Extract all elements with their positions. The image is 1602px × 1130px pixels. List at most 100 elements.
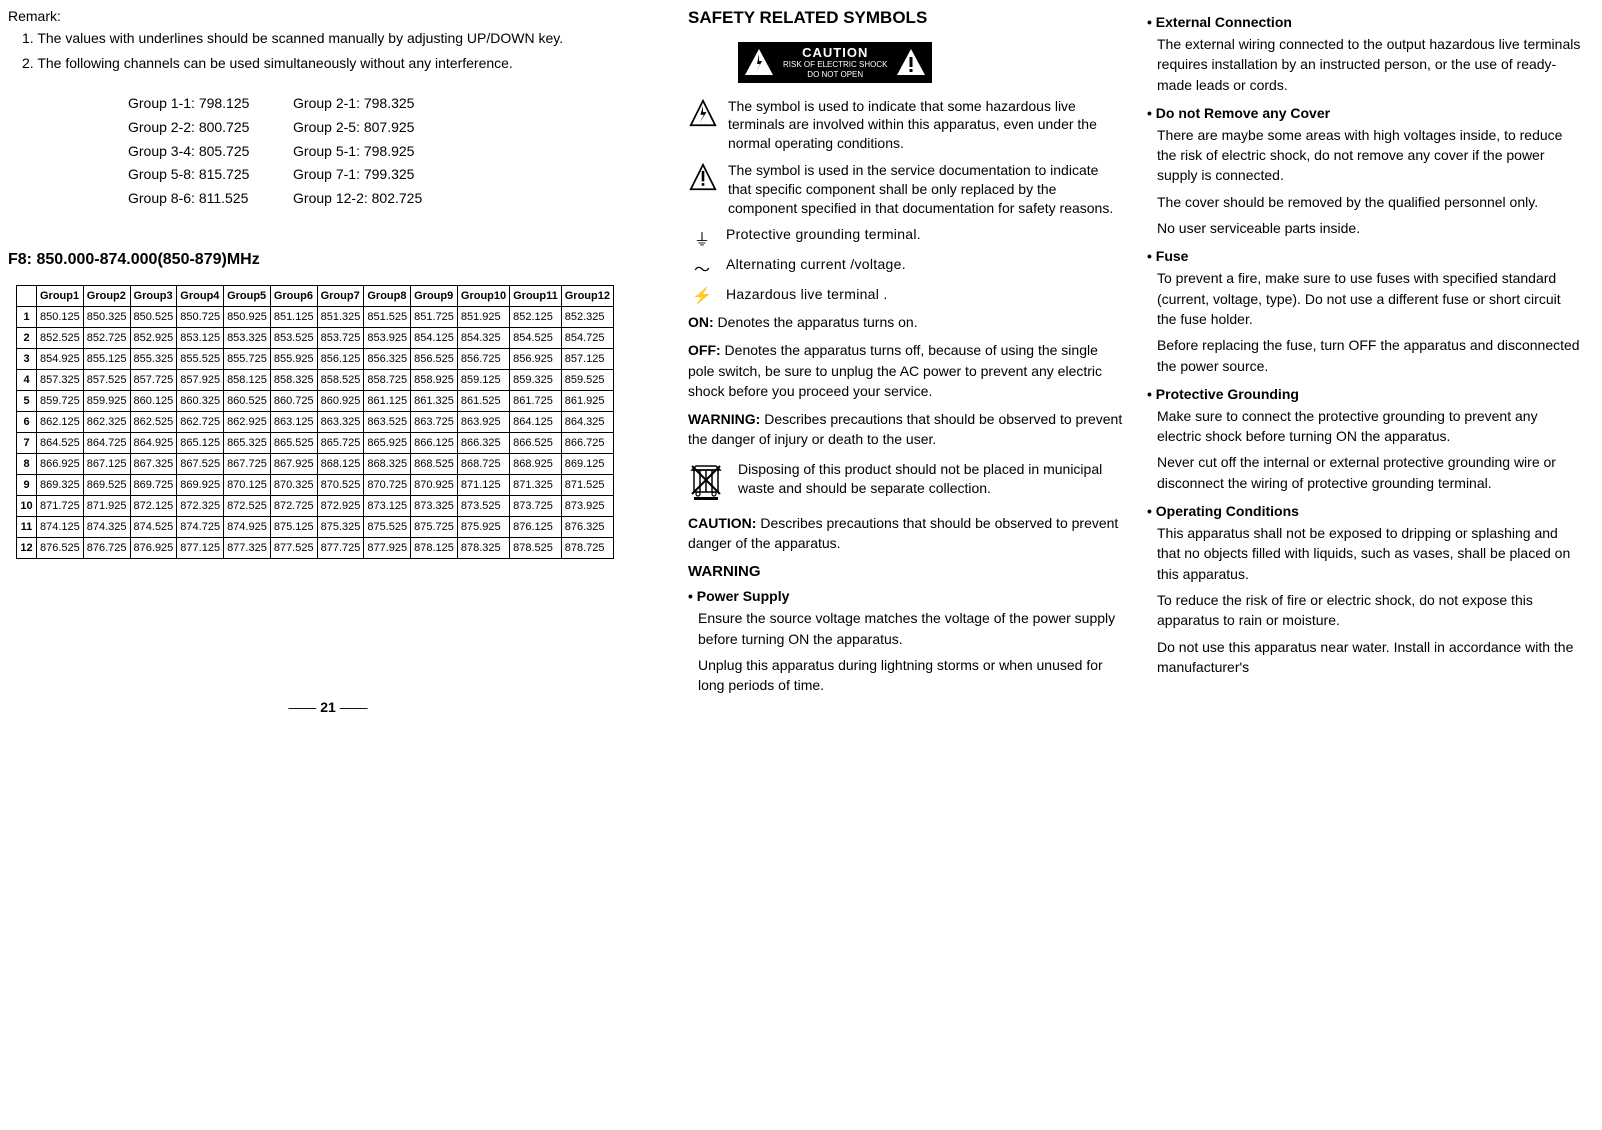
- def-text: Alternating current /voltage.: [726, 256, 1123, 280]
- freq-header-cell: Group3: [130, 285, 177, 306]
- freq-cell: 852.725: [83, 327, 130, 348]
- freq-cell: 852.125: [510, 306, 562, 327]
- freq-cell: 875.125: [270, 516, 317, 537]
- freq-cell: 878.525: [510, 537, 562, 558]
- freq-cell: 872.925: [317, 495, 364, 516]
- freq-cell: 867.325: [130, 453, 177, 474]
- freq-cell: 864.725: [83, 432, 130, 453]
- freq-cell: 870.925: [411, 474, 458, 495]
- freq-row: 10871.725871.925872.125872.325872.525872…: [17, 495, 614, 516]
- freq-cell: 870.325: [270, 474, 317, 495]
- para: Do not use this apparatus near water. In…: [1157, 637, 1582, 678]
- freq-rownum: 3: [17, 348, 37, 369]
- freq-cell: 877.325: [224, 537, 271, 558]
- freq-row: 8866.925867.125867.325867.525867.725867.…: [17, 453, 614, 474]
- dispose-text: Disposing of this product should not be …: [738, 460, 1123, 499]
- left-column: Remark: 1. The values with underlines sh…: [8, 8, 648, 1122]
- freq-cell: 861.325: [411, 390, 458, 411]
- right-section: SAFETY RELATED SYMBOLS CAUTION RISK OF E…: [688, 8, 1582, 1122]
- mid-column: SAFETY RELATED SYMBOLS CAUTION RISK OF E…: [688, 8, 1123, 1122]
- freq-cell: 877.525: [270, 537, 317, 558]
- freq-cell: 875.525: [364, 516, 411, 537]
- para: There are maybe some areas with high vol…: [1157, 125, 1582, 186]
- para: To prevent a fire, make sure to use fuse…: [1157, 268, 1582, 329]
- freq-cell: 853.725: [317, 327, 364, 348]
- hazard-icon: ⚡: [688, 286, 716, 306]
- freq-cell: 872.325: [177, 495, 224, 516]
- freq-cell: 852.325: [561, 306, 613, 327]
- freq-cell: 871.325: [510, 474, 562, 495]
- group-pairs-left: Group 1-1: 798.125 Group 2-2: 800.725 Gr…: [128, 92, 249, 211]
- freq-cell: 864.125: [510, 411, 562, 432]
- freq-header-cell: [17, 285, 37, 306]
- freq-header-cell: Group11: [510, 285, 562, 306]
- freq-header-cell: Group4: [177, 285, 224, 306]
- para: To reduce the risk of fire or electric s…: [1157, 590, 1582, 631]
- freq-rownum: 12: [17, 537, 37, 558]
- freq-header-cell: Group7: [317, 285, 364, 306]
- freq-cell: 866.725: [561, 432, 613, 453]
- freq-rownum: 10: [17, 495, 37, 516]
- off-body: Denotes the apparatus turns off, because…: [688, 342, 1102, 399]
- freq-rownum: 5: [17, 390, 37, 411]
- freq-cell: 863.125: [270, 411, 317, 432]
- group-line: Group 5-8: 815.725: [128, 163, 249, 187]
- freq-cell: 868.925: [510, 453, 562, 474]
- freq-cell: 859.525: [561, 369, 613, 390]
- freq-header-cell: Group10: [457, 285, 509, 306]
- caution-box: CAUTION RISK OF ELECTRIC SHOCK DO NOT OP…: [738, 42, 932, 83]
- freq-cell: 863.525: [364, 411, 411, 432]
- group-pairs: Group 1-1: 798.125 Group 2-2: 800.725 Gr…: [8, 92, 648, 211]
- on-text: ON: Denotes the apparatus turns on.: [688, 312, 1123, 332]
- freq-cell: 850.925: [224, 306, 271, 327]
- freq-cell: 862.125: [37, 411, 84, 432]
- para: Make sure to connect the protective grou…: [1157, 406, 1582, 447]
- freq-cell: 862.525: [130, 411, 177, 432]
- caution-label: CAUTION:: [688, 515, 756, 531]
- para: Ensure the source voltage matches the vo…: [698, 608, 1123, 649]
- freq-cell: 870.125: [224, 474, 271, 495]
- para: Never cut off the internal or external p…: [1157, 452, 1582, 493]
- freq-cell: 873.925: [561, 495, 613, 516]
- freq-cell: 869.325: [37, 474, 84, 495]
- freq-cell: 874.525: [130, 516, 177, 537]
- freq-rownum: 11: [17, 516, 37, 537]
- remark-block: Remark: 1. The values with underlines sh…: [8, 8, 648, 74]
- freq-cell: 861.125: [364, 390, 411, 411]
- freq-cell: 850.325: [83, 306, 130, 327]
- para: The cover should be removed by the quali…: [1157, 192, 1582, 212]
- freq-cell: 860.325: [177, 390, 224, 411]
- freq-header-cell: Group1: [37, 285, 84, 306]
- freq-cell: 873.525: [457, 495, 509, 516]
- freq-cell: 859.325: [510, 369, 562, 390]
- on-label: ON:: [688, 314, 714, 330]
- power-supply-heading: Power Supply: [688, 588, 1123, 604]
- freq-cell: 860.725: [270, 390, 317, 411]
- group-line: Group 12-2: 802.725: [293, 187, 422, 211]
- freq-cell: 866.125: [411, 432, 458, 453]
- freq-cell: 861.725: [510, 390, 562, 411]
- freq-cell: 855.525: [177, 348, 224, 369]
- freq-row: 6862.125862.325862.525862.725862.925863.…: [17, 411, 614, 432]
- group-line: Group 2-1: 798.325: [293, 92, 422, 116]
- freq-cell: 868.725: [457, 453, 509, 474]
- freq-cell: 877.925: [364, 537, 411, 558]
- freq-cell: 860.125: [130, 390, 177, 411]
- freq-cell: 866.925: [37, 453, 84, 474]
- freq-cell: 878.725: [561, 537, 613, 558]
- f8-title: F8: 850.000-874.000(850-879)MHz: [8, 251, 648, 269]
- freq-cell: 864.325: [561, 411, 613, 432]
- freq-cell: 860.525: [224, 390, 271, 411]
- op-cond-body: This apparatus shall not be exposed to d…: [1157, 523, 1582, 677]
- freq-cell: 876.325: [561, 516, 613, 537]
- freq-rownum: 6: [17, 411, 37, 432]
- freq-cell: 862.325: [83, 411, 130, 432]
- remark-item-2: 2. The following channels can be used si…: [22, 53, 648, 74]
- freq-cell: 854.925: [37, 348, 84, 369]
- freq-rownum: 7: [17, 432, 37, 453]
- freq-cell: 869.525: [83, 474, 130, 495]
- freq-cell: 875.925: [457, 516, 509, 537]
- freq-rownum: 1: [17, 306, 37, 327]
- freq-cell: 854.525: [510, 327, 562, 348]
- freq-cell: 851.725: [411, 306, 458, 327]
